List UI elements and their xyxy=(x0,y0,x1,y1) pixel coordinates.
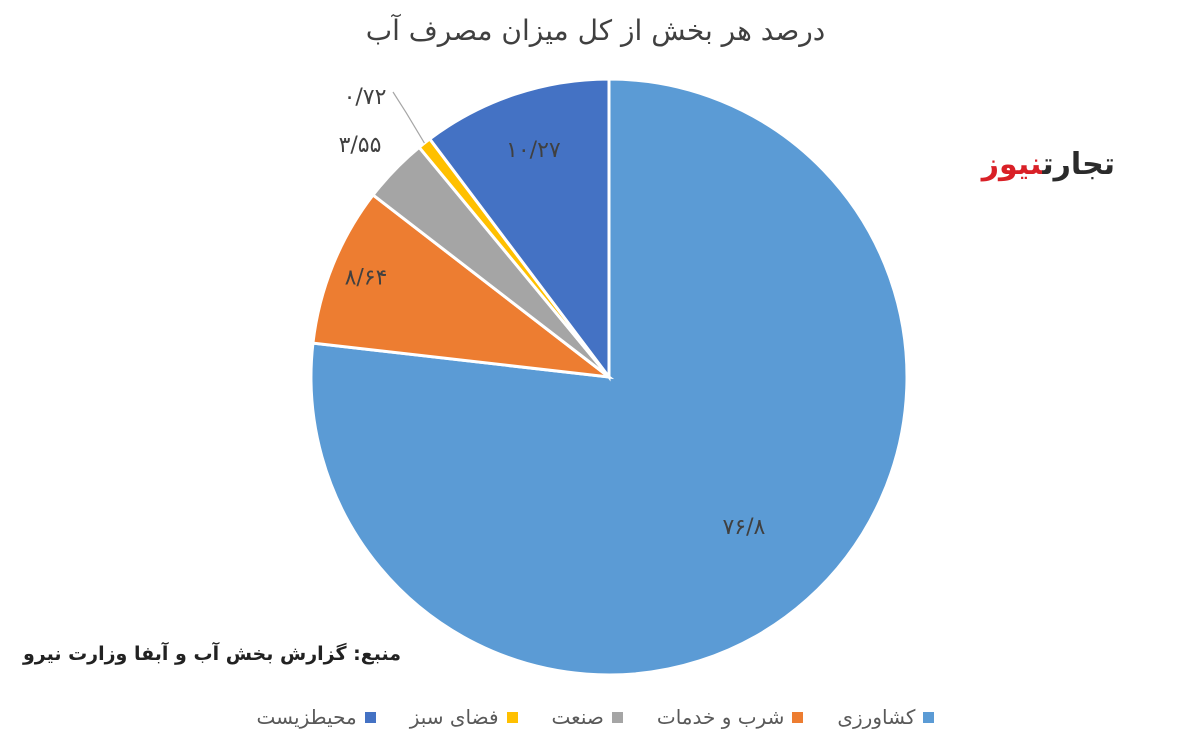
legend-swatch-4 xyxy=(364,711,376,723)
legend-item-1: شرب و خدمات xyxy=(657,705,804,729)
brand-logo: تجارتنیوز xyxy=(945,140,1115,190)
source-note: منبع: گزارش بخش آب و آبفا وزارت نیرو xyxy=(22,643,401,665)
legend-swatch-3 xyxy=(506,711,518,723)
data-label-0: ۷۶/۸ xyxy=(722,515,765,540)
data-label-2: ۳/۵۵ xyxy=(339,133,382,158)
legend-label-0: کشاورزی xyxy=(837,705,916,729)
leader-line-3 xyxy=(392,91,425,144)
chart-title: درصد هر بخش از کل میزان مصرف آب xyxy=(365,14,826,47)
legend-item-3: فضای سبز xyxy=(410,705,518,729)
legend-item-0: کشاورزی xyxy=(837,705,935,729)
logo-text-dark: تجارت xyxy=(1042,147,1115,182)
legend-label-2: صنعت xyxy=(551,705,604,729)
pie-slice-4 xyxy=(427,77,611,382)
legend-item-2: صنعت xyxy=(552,705,623,729)
legend-item-4: محیطزیست xyxy=(257,705,376,729)
legend-label-3: فضای سبز xyxy=(409,705,499,729)
data-label-3: ۰/۷۲ xyxy=(344,85,387,110)
legend-swatch-0 xyxy=(923,711,935,723)
logo-text-red: نیوز xyxy=(981,147,1043,182)
pie-slice-1 xyxy=(311,192,615,380)
data-label-1: ۸/۶۴ xyxy=(345,265,388,290)
legend-swatch-1 xyxy=(792,711,804,723)
data-label-4: ۱۰/۲۷ xyxy=(506,138,561,163)
legend-label-1: شرب و خدمات xyxy=(656,705,785,729)
chart-legend: کشاورزی شرب و خدمات صنعت فضای سبز محیطزیست xyxy=(0,705,1191,729)
legend-label-4: محیطزیست xyxy=(256,705,357,729)
legend-swatch-2 xyxy=(611,711,623,723)
